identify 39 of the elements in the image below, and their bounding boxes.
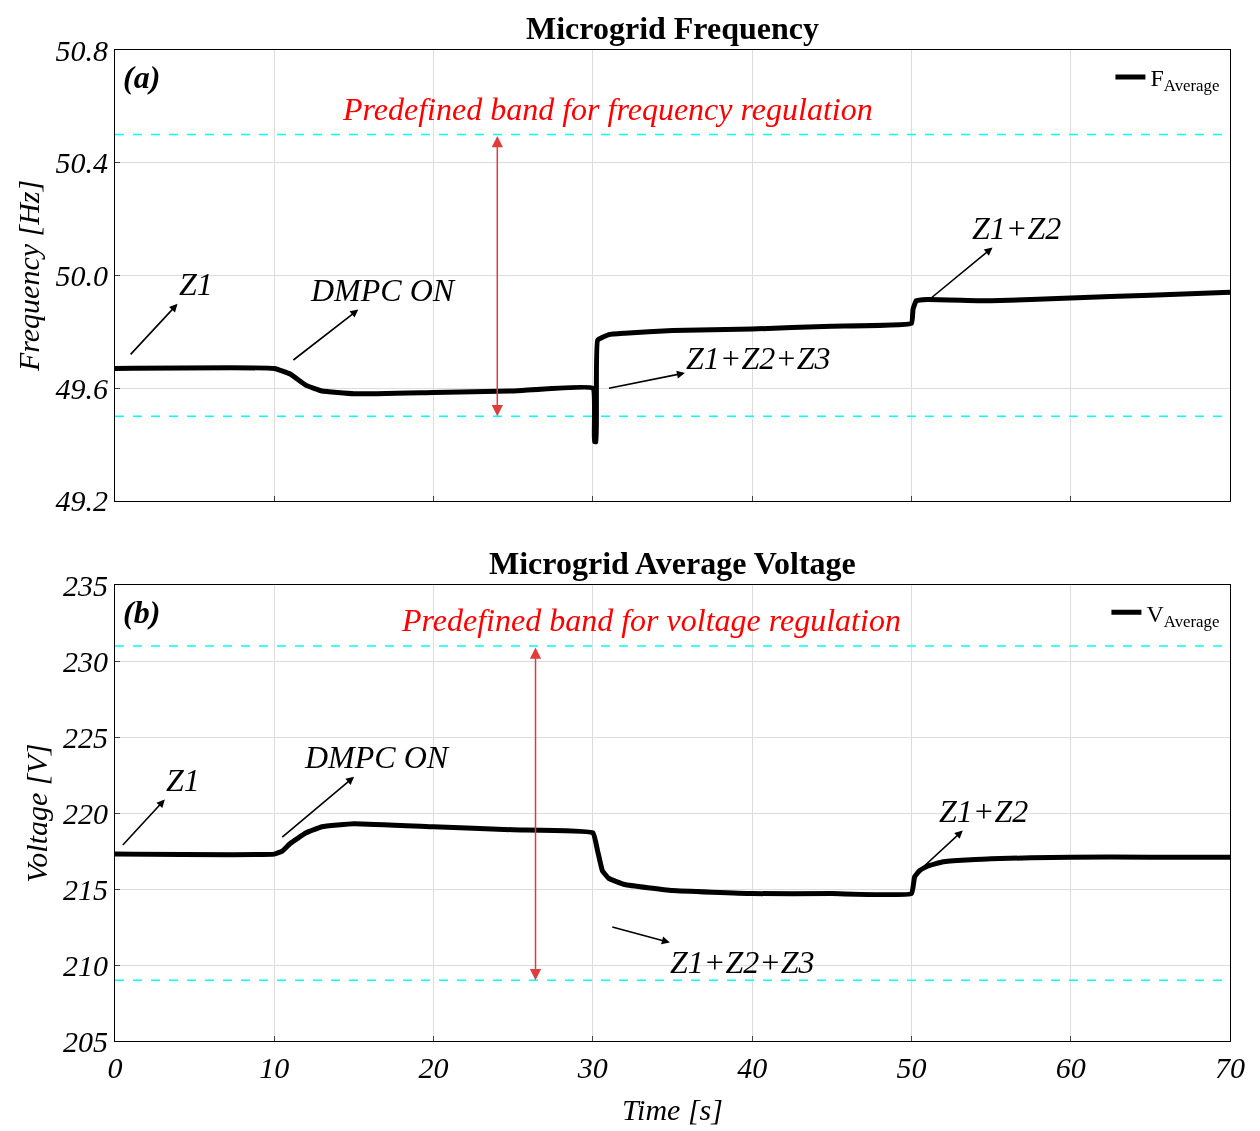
x-tick-label: 50 bbox=[896, 1051, 927, 1084]
chart-title: Microgrid Average Voltage bbox=[489, 545, 856, 581]
chart-title: Microgrid Frequency bbox=[526, 10, 819, 46]
annotation: Z1+Z2+Z3 bbox=[686, 340, 831, 376]
x-tick-label: 10 bbox=[259, 1051, 290, 1084]
y-tick-label: 235 bbox=[63, 568, 108, 602]
y-tick-label: 220 bbox=[63, 796, 108, 830]
legend-label: V$_{Average}$ bbox=[1146, 600, 1220, 631]
x-tick-label: 60 bbox=[1055, 1051, 1086, 1084]
annotation: Z1+Z2 bbox=[972, 210, 1062, 246]
annotation: DMPC ON bbox=[304, 739, 450, 775]
annotation: Predefined band for voltage regulation bbox=[401, 602, 901, 638]
y-tick-label: 225 bbox=[63, 720, 108, 754]
y-tick-label: 230 bbox=[63, 644, 108, 678]
y-tick-label: 50.4 bbox=[55, 146, 108, 180]
y-tick-label: 210 bbox=[63, 948, 108, 982]
x-tick-label: 0 bbox=[107, 1051, 123, 1084]
legend-label: F$_{Average}$ bbox=[1150, 65, 1220, 96]
y-axis-title: Frequency [Hz] bbox=[12, 179, 46, 373]
y-tick-label: 205 bbox=[63, 1024, 108, 1058]
x-tick-label: 70 bbox=[1215, 1051, 1245, 1084]
annotation: Z1 bbox=[166, 762, 200, 798]
annotation: (b) bbox=[123, 594, 161, 630]
annotation: Z1+Z2+Z3 bbox=[670, 944, 815, 980]
y-tick-label: 215 bbox=[63, 872, 108, 906]
x-tick-label: 40 bbox=[737, 1051, 768, 1084]
annotation: (a) bbox=[123, 59, 161, 95]
x-tick-label: 30 bbox=[576, 1051, 608, 1084]
y-tick-label: 49.2 bbox=[55, 484, 108, 518]
x-axis-title: Time [s] bbox=[622, 1092, 723, 1126]
annotation: DMPC ON bbox=[310, 272, 456, 308]
y-tick-label: 50.8 bbox=[55, 33, 108, 67]
annotation: Predefined band for frequency regulation bbox=[342, 91, 873, 127]
y-tick-label: 49.6 bbox=[55, 371, 108, 405]
annotation: Z1+Z2 bbox=[939, 793, 1029, 829]
annotation: Z1 bbox=[179, 266, 213, 302]
y-tick-label: 50.0 bbox=[55, 258, 108, 292]
y-axis-title: Voltage [V] bbox=[20, 743, 53, 883]
x-tick-label: 20 bbox=[418, 1051, 449, 1084]
